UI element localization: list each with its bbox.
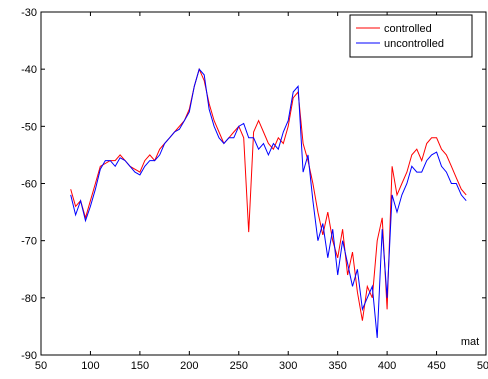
y-tick-label: -40	[21, 64, 37, 76]
legend-label: uncontrolled	[384, 38, 444, 50]
x-tick-label: 50	[35, 360, 47, 372]
x-tick-label: 150	[131, 360, 149, 372]
y-tick-label: -50	[21, 121, 37, 133]
y-tick-label: -70	[21, 236, 37, 248]
x-tick-label: 450	[427, 360, 445, 372]
x-tick-label: 300	[279, 360, 297, 372]
x-tick-label: 350	[328, 360, 346, 372]
x-tick-label: 400	[378, 360, 396, 372]
legend-box	[349, 14, 473, 58]
y-tick-label: -30	[21, 7, 37, 19]
series-line	[70, 67, 467, 321]
series-line	[70, 68, 467, 338]
legend-label: controlled	[384, 23, 432, 35]
x-tick-label: 500	[477, 360, 488, 372]
y-tick-label: -80	[21, 293, 37, 305]
x-tick-label: 200	[180, 360, 198, 372]
x-axis-label: mat	[461, 336, 479, 348]
x-tick-label: 250	[230, 360, 248, 372]
plot-area	[40, 11, 487, 356]
x-tick-label: 100	[81, 360, 99, 372]
y-tick-label: -60	[21, 179, 37, 191]
y-tick-label: -90	[21, 350, 37, 362]
